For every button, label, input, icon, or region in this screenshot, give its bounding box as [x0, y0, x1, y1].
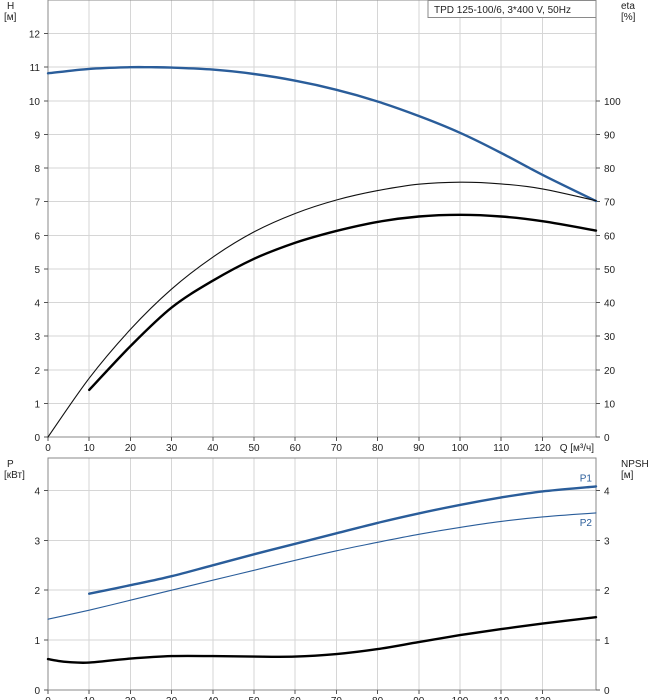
right-tick-label: 0: [604, 433, 610, 444]
left-tick-label: 10: [29, 97, 41, 108]
left-tick-label: 4: [34, 486, 40, 497]
left-axis-label: H: [7, 1, 14, 12]
x-tick-label: 90: [413, 443, 425, 454]
left-tick-label: 2: [34, 366, 40, 377]
series-line-right-2: [88, 213, 598, 392]
x-tick-label: 40: [207, 443, 219, 454]
left-tick-label: 1: [34, 636, 40, 647]
right-tick-label: 90: [604, 130, 616, 141]
left-tick-label: 1: [34, 399, 40, 410]
left-axis-unit: [м]: [4, 12, 17, 23]
x-tick-label: 20: [125, 443, 137, 454]
left-tick-label: 12: [29, 30, 41, 41]
left-tick-label: 5: [34, 265, 40, 276]
left-tick-label: 3: [34, 332, 40, 343]
left-axis-label: P: [7, 459, 14, 470]
title-box-frame: [427, 0, 597, 18]
left-tick-label: 7: [34, 198, 40, 209]
left-tick-label: 11: [30, 63, 41, 74]
series-line-right-1: [47, 181, 597, 438]
series-line-p2: [47, 512, 597, 620]
left-tick-label: 0: [34, 686, 40, 697]
right-axis-label: NPSH: [621, 459, 649, 470]
right-axis-unit: [%]: [621, 12, 636, 23]
x-tick-label: 60: [290, 696, 302, 700]
series-line-left-0: [46, 65, 598, 203]
left-axis-unit: [кВт]: [4, 470, 25, 481]
right-tick-label: 50: [604, 265, 616, 276]
x-tick-label: 80: [372, 696, 384, 700]
series-label: P2: [580, 518, 593, 529]
x-tick-label: 100: [452, 696, 469, 700]
right-tick-label: 1: [604, 636, 610, 647]
x-tick-label: 20: [125, 696, 137, 700]
right-axis-unit: [м]: [621, 470, 634, 481]
x-tick-label: 0: [45, 443, 51, 454]
x-tick-label: 60: [290, 443, 302, 454]
right-tick-label: 40: [604, 299, 616, 310]
power-npsh-panel: 01234012340102030405060708090100110120P[…: [4, 457, 649, 700]
x-tick-label: 50: [248, 696, 260, 700]
right-tick-label: 0: [604, 686, 610, 697]
right-tick-label: 30: [604, 332, 616, 343]
left-tick-label: 9: [34, 130, 40, 141]
series-label: P1: [580, 473, 593, 484]
x-tick-label: 0: [45, 696, 51, 700]
left-tick-label: 6: [34, 231, 40, 242]
left-tick-label: 4: [34, 299, 40, 310]
chart-title: TPD 125-100/6, 3*400 V, 50Hz: [434, 5, 571, 16]
right-tick-label: 3: [604, 536, 610, 547]
chart-title-box: TPD 125-100/6, 3*400 V, 50Hz: [427, 0, 597, 18]
left-tick-label: 8: [34, 164, 40, 175]
series-line-p1: [88, 485, 598, 595]
x-tick-label: 90: [413, 696, 425, 700]
right-tick-label: 60: [604, 231, 616, 242]
plot-frame: [47, 457, 597, 691]
left-tick-label: 3: [34, 536, 40, 547]
right-tick-label: 80: [604, 164, 616, 175]
plot-frame: [47, 0, 597, 438]
x-tick-label: 100: [452, 443, 469, 454]
right-tick-label: 70: [604, 198, 616, 209]
right-tick-label: 2: [604, 586, 610, 597]
x-tick-label: 120: [534, 696, 551, 700]
x-tick-label: 30: [166, 696, 178, 700]
series-line-right-2: [46, 616, 598, 664]
x-tick-label: 70: [331, 443, 343, 454]
right-tick-label: 20: [604, 366, 616, 377]
right-tick-label: 100: [604, 97, 621, 108]
x-tick-label: 10: [84, 696, 96, 700]
x-tick-label: 50: [248, 443, 260, 454]
left-tick-label: 0: [34, 433, 40, 444]
left-tick-label: 2: [34, 586, 40, 597]
x-axis-label: Q [м³/ч]: [560, 443, 595, 454]
x-tick-label: 10: [84, 443, 96, 454]
x-tick-label: 70: [331, 696, 343, 700]
x-tick-label: 30: [166, 443, 178, 454]
right-axis-label: eta: [621, 1, 635, 12]
x-tick-label: 120: [534, 443, 551, 454]
x-tick-label: 40: [207, 696, 219, 700]
x-tick-label: 110: [493, 696, 509, 700]
x-tick-label: 110: [493, 443, 509, 454]
right-tick-label: 10: [604, 399, 616, 410]
right-tick-label: 4: [604, 486, 610, 497]
x-tick-label: 80: [372, 443, 384, 454]
